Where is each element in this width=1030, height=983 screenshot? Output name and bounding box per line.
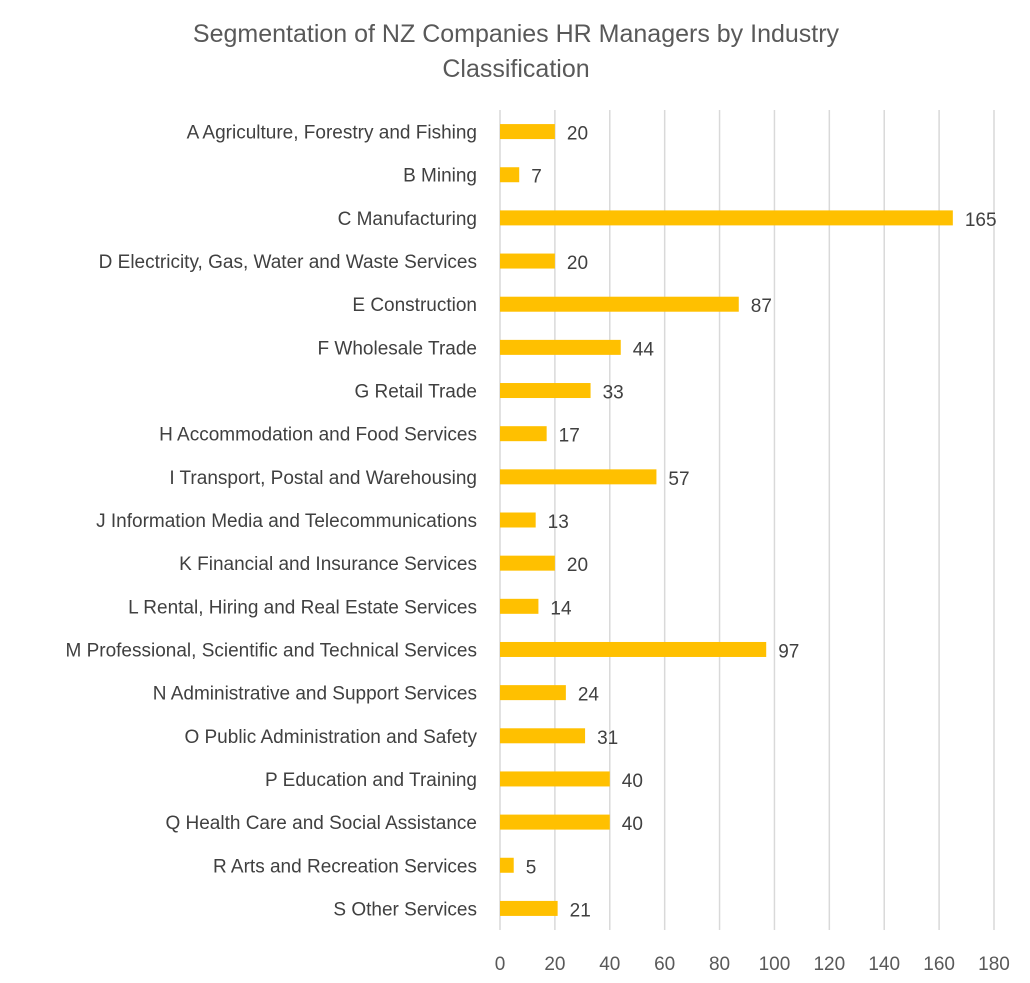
data-label: 20 (567, 555, 588, 576)
category-label: A Agriculture, Forestry and Fishing (187, 123, 477, 144)
data-label: 20 (567, 124, 588, 145)
bar (500, 512, 536, 528)
data-label: 57 (668, 469, 689, 490)
data-label: 7 (531, 167, 542, 188)
bar (500, 857, 514, 873)
gridlines (499, 110, 995, 930)
bar (500, 167, 520, 183)
x-tick-label: 100 (759, 954, 791, 975)
bar (500, 814, 610, 830)
data-label: 165 (965, 210, 997, 231)
category-label: P Education and Training (265, 770, 477, 791)
category-label: Q Health Care and Social Assistance (165, 813, 477, 834)
data-label: 17 (559, 426, 580, 447)
category-label: D Electricity, Gas, Water and Waste Serv… (99, 252, 477, 273)
category-label: O Public Administration and Safety (184, 727, 477, 748)
chart-title-line-1: Segmentation of NZ Companies HR Managers… (193, 20, 840, 48)
x-tick-label: 20 (544, 954, 565, 975)
category-label: K Financial and Insurance Services (179, 554, 477, 575)
data-label: 87 (751, 296, 772, 317)
category-label: S Other Services (333, 899, 477, 920)
x-tick-label: 40 (599, 954, 620, 975)
category-label: I Transport, Postal and Warehousing (169, 468, 477, 489)
chart-title: Segmentation of NZ Companies HR Managers… (193, 20, 840, 83)
category-label: R Arts and Recreation Services (213, 856, 477, 877)
data-label: 21 (570, 900, 591, 921)
data-label: 5 (526, 857, 537, 878)
x-tick-label: 180 (978, 954, 1010, 975)
category-label: F Wholesale Trade (318, 338, 477, 359)
bar (500, 383, 591, 399)
bar (500, 253, 555, 269)
data-label: 40 (622, 771, 643, 792)
data-labels: 20 7 165 20 87 44 33 17 57 13 20 14 97 24 31 40 40 5 21 (526, 124, 997, 922)
x-tick-label: 160 (923, 954, 955, 975)
category-label: B Mining (403, 166, 477, 187)
chart-title-line-2: Classification (442, 55, 589, 83)
data-label: 20 (567, 253, 588, 274)
category-label: G Retail Trade (355, 382, 478, 403)
data-label: 44 (633, 339, 655, 360)
data-label: 14 (550, 598, 572, 619)
bar (500, 469, 657, 485)
bar (500, 685, 566, 701)
data-label: 31 (597, 728, 618, 749)
category-label: C Manufacturing (338, 209, 477, 230)
bar (500, 296, 739, 312)
bars (500, 124, 953, 916)
bar (500, 210, 953, 226)
bar (500, 339, 621, 355)
category-label: N Administrative and Support Services (153, 684, 477, 705)
data-label: 40 (622, 814, 643, 835)
data-label: 13 (548, 512, 569, 533)
x-tick-label: 0 (495, 954, 506, 975)
category-labels: A Agriculture, Forestry and Fishing B Min… (65, 123, 477, 921)
category-label: L Rental, Hiring and Real Estate Service… (128, 597, 477, 618)
x-tick-label: 120 (813, 954, 845, 975)
bar (500, 641, 767, 657)
x-axis-tick-labels: 0 20 40 60 80 100 120 140 160 180 (495, 954, 1010, 975)
category-label: M Professional, Scientific and Technical… (65, 640, 477, 661)
data-label: 33 (603, 383, 624, 404)
bar (500, 771, 610, 787)
bar (500, 124, 555, 140)
bar (500, 555, 555, 571)
x-tick-label: 60 (654, 954, 675, 975)
bar (500, 900, 558, 916)
data-label: 97 (778, 641, 799, 662)
x-tick-label: 140 (868, 954, 900, 975)
category-label: H Accommodation and Food Services (159, 425, 477, 446)
bar (500, 598, 539, 614)
bar (500, 426, 547, 442)
data-label: 24 (578, 685, 600, 706)
category-label: E Construction (352, 295, 477, 316)
bar (500, 728, 586, 744)
category-label: J Information Media and Telecommunicatio… (96, 511, 477, 532)
x-tick-label: 80 (709, 954, 730, 975)
